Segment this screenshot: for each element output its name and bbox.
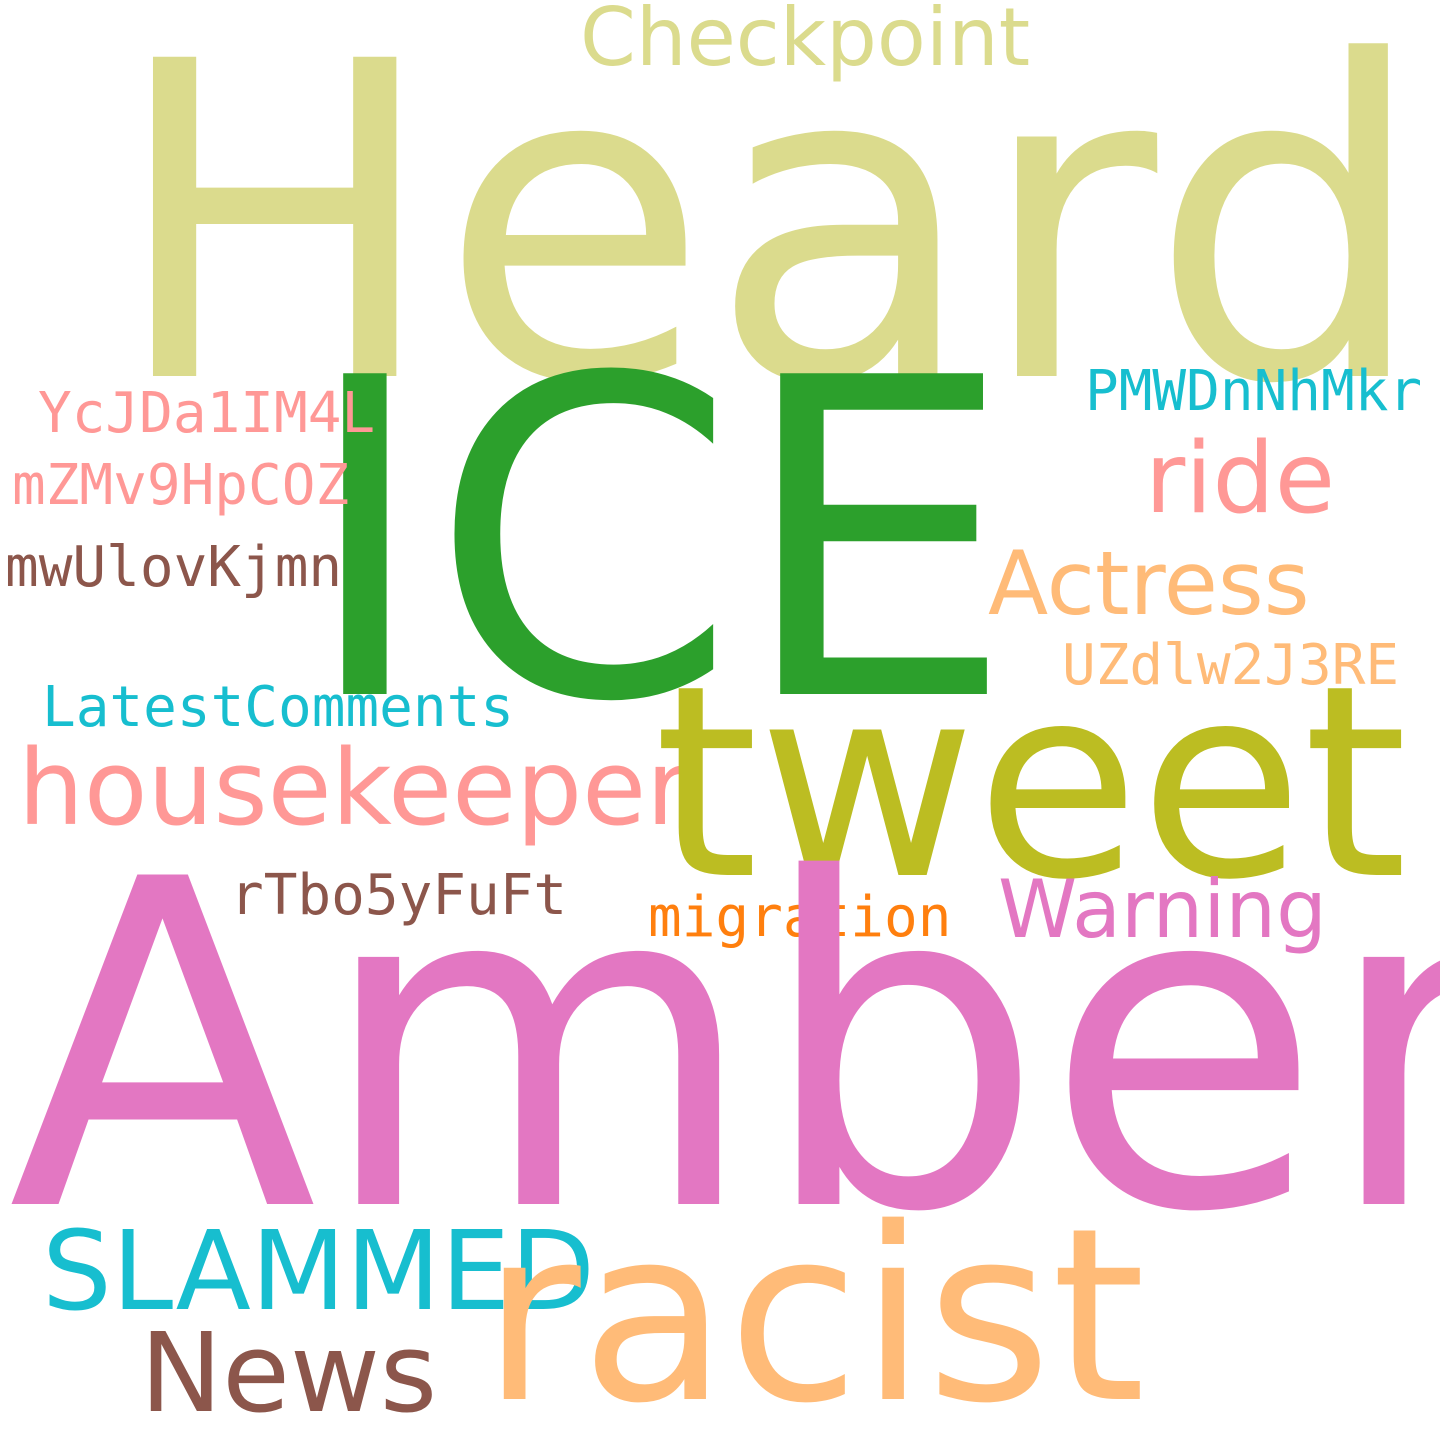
- word-amber: Amber: [8, 784, 1440, 1311]
- word-housekeeper: housekeeper: [18, 727, 689, 849]
- word-heard: Heard: [110, 0, 1428, 480]
- word-tweet: tweet: [654, 628, 1408, 938]
- word-warning: Warning: [998, 863, 1327, 956]
- word-mwulovkjmn: mwUlovKjmn: [5, 535, 343, 600]
- word-actress: Actress: [988, 532, 1310, 635]
- word-mzmv9hpcoz: mZMv9HpCOZ: [12, 453, 350, 518]
- word-slammed: SLAMMED: [42, 1207, 595, 1335]
- word-pmwdnnhmkr: PMWDnNhMkr: [1085, 359, 1423, 424]
- word-uzdlw2j3re: UZdlw2J3RE: [1062, 633, 1400, 698]
- word-migration: migration: [648, 885, 952, 950]
- word-racist: racist: [482, 1176, 1146, 1440]
- word-checkpoint: Checkpoint: [580, 0, 1031, 84]
- word-news: News: [140, 1309, 438, 1437]
- word-rtbo5yfuft: rTbo5yFuFt: [230, 863, 568, 928]
- word-ride: ride: [1145, 422, 1336, 536]
- word-ycjda1im4l: YcJDa1IM4L: [38, 381, 376, 446]
- word-ice: ICE: [300, 286, 1015, 798]
- word-latestcomments: LatestComments: [42, 675, 515, 740]
